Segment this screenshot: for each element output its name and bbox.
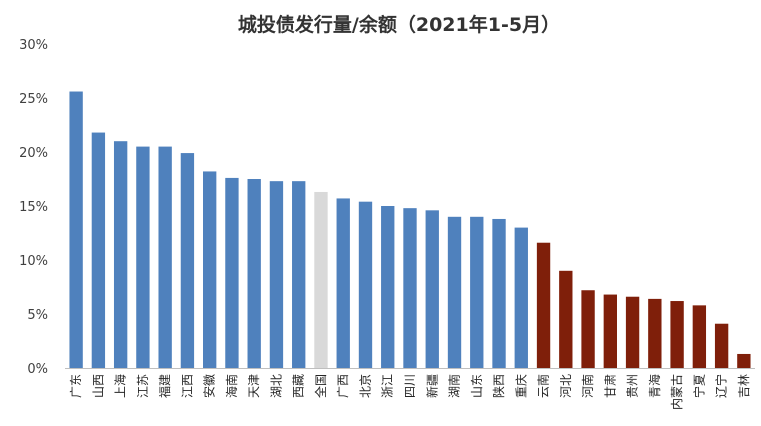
x-tick-label: 贵州 <box>626 374 640 398</box>
bar-11 <box>292 181 306 368</box>
bar-23 <box>559 270 573 368</box>
x-tick-label: 安徽 <box>202 374 217 398</box>
x-tick-label: 福建 <box>157 374 172 398</box>
y-tick-label: 20% <box>19 146 48 161</box>
x-tick-label: 西藏 <box>292 374 306 398</box>
x-tick-label: 广东 <box>69 374 83 398</box>
x-tick-label: 甘肃 <box>603 374 617 398</box>
x-axis: 广东 山西 上海 江苏 福建 江西 安徽 海南 天津 湖北 西藏 全国 广西 北京 浙江 四川 新疆 湖南 山东 陕西… <box>65 368 755 410</box>
bar-29 <box>692 305 707 368</box>
bar-30 <box>714 323 729 368</box>
bar-31 <box>737 353 751 368</box>
bar-5 <box>158 146 172 368</box>
y-tick-label: 0% <box>27 362 48 377</box>
x-tick-label: 海南 <box>224 374 239 398</box>
x-tick-label: 广西 <box>336 374 350 398</box>
bar-22 <box>536 242 551 368</box>
y-tick-label: 15% <box>19 200 48 215</box>
bar-9 <box>247 179 261 368</box>
bar-26 <box>625 296 640 368</box>
bar-25 <box>603 294 617 368</box>
bar-13 <box>336 198 350 368</box>
y-tick-label: 10% <box>19 254 48 269</box>
x-tick-label: 山东 <box>470 374 484 398</box>
bar-2 <box>91 132 106 368</box>
x-tick-label: 江苏 <box>136 374 150 398</box>
x-tick-label: 江西 <box>180 374 194 398</box>
bar-14 <box>358 201 373 368</box>
chart-title: 城投债发行量/余额（2021年1-5月） <box>238 13 560 36</box>
x-tick-label: 全国 <box>313 374 328 398</box>
y-tick-label: 30% <box>19 38 48 53</box>
bar-7 <box>203 171 217 368</box>
bar-27 <box>648 298 662 368</box>
y-axis: 0% 5% 10% 15% 20% 25% 30% <box>19 38 48 377</box>
bar-6 <box>180 153 195 368</box>
bar-16 <box>403 208 417 368</box>
x-tick-label: 新疆 <box>424 374 439 398</box>
bar-17 <box>425 210 439 368</box>
x-tick-label: 湖南 <box>447 374 462 398</box>
x-tick-label: 云南 <box>536 374 551 398</box>
bar-20 <box>492 218 506 368</box>
x-tick-label: 青海 <box>647 374 662 398</box>
bar-21 <box>514 227 528 368</box>
bar-19 <box>470 216 484 368</box>
x-tick-label: 上海 <box>113 374 128 398</box>
x-tick-label: 河南 <box>580 374 595 398</box>
bar-10 <box>269 181 284 368</box>
x-tick-label: 内蒙古 <box>669 374 684 410</box>
x-tick-label: 重庆 <box>514 374 528 398</box>
bar-12 <box>314 191 328 368</box>
x-tick-label: 天津 <box>247 374 261 398</box>
y-tick-label: 5% <box>27 308 48 323</box>
x-tick-label: 浙江 <box>381 374 395 398</box>
x-tick-label: 吉林 <box>737 374 751 398</box>
bar-1 <box>69 91 83 369</box>
bar-18 <box>447 216 462 368</box>
bar-4 <box>136 146 150 368</box>
bar-15 <box>381 206 395 368</box>
x-tick-label: 辽宁 <box>714 374 729 398</box>
x-tick-label: 宁夏 <box>691 374 706 398</box>
x-tick-label: 陕西 <box>491 374 506 398</box>
bar-24 <box>581 290 595 368</box>
bars <box>69 91 751 369</box>
bar-8 <box>225 177 239 368</box>
x-tick-label: 山西 <box>91 374 105 398</box>
x-tick-label: 四川 <box>403 374 417 398</box>
x-tick-label: 北京 <box>358 374 372 398</box>
bar-3 <box>113 141 128 368</box>
bar-28 <box>670 301 684 368</box>
x-tick-label: 河北 <box>559 374 573 398</box>
x-tick-label: 湖北 <box>268 374 283 398</box>
y-tick-label: 25% <box>19 92 48 107</box>
